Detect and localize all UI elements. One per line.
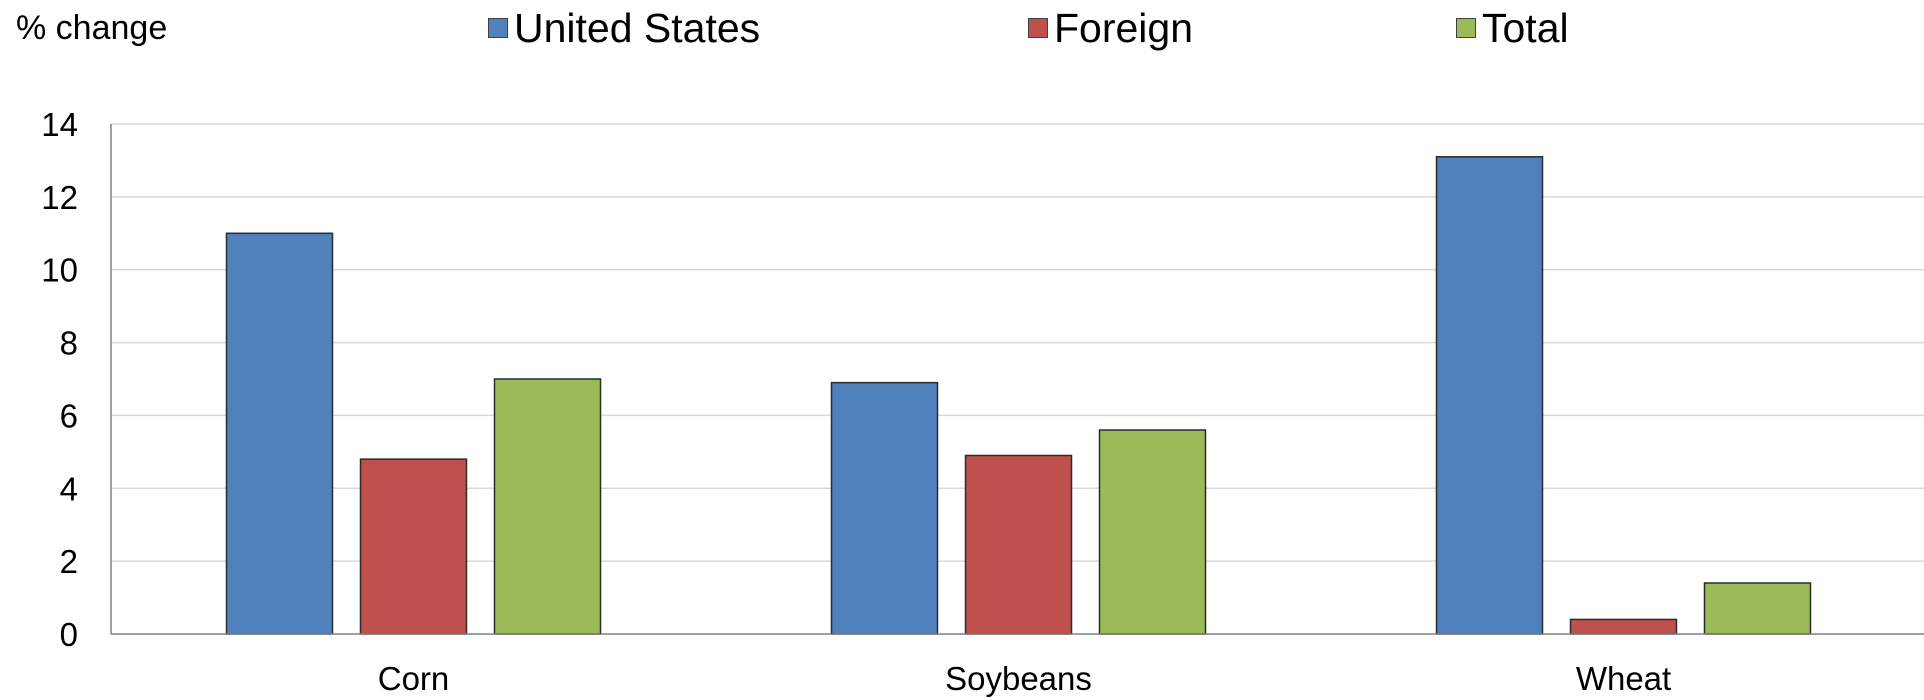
y-axis-label: % change xyxy=(16,9,168,47)
bar-wheat-foreign xyxy=(1569,618,1678,635)
axes xyxy=(110,124,1924,635)
x-tick-label-corn: Corn xyxy=(378,660,450,697)
bar-soybeans-total xyxy=(1098,429,1207,635)
y-tick-label-10: 10 xyxy=(41,252,78,289)
y-tick-label-2: 2 xyxy=(60,543,78,580)
bar-soybeans-foreign xyxy=(964,454,1073,635)
bar-wheat-total xyxy=(1703,582,1812,635)
legend-label-total: Total xyxy=(1482,5,1569,51)
legend-swatch-foreign xyxy=(1028,18,1048,38)
y-tick-label-6: 6 xyxy=(60,397,78,434)
legend-swatch-united-states xyxy=(488,18,508,38)
bar-corn-united-states xyxy=(225,232,334,635)
legend-item-united-states: United States xyxy=(488,6,760,50)
y-axis-ticks: 0 2 4 6 8 10 12 14 xyxy=(41,106,78,653)
x-tick-label-soybeans: Soybeans xyxy=(945,660,1092,697)
y-tick-label-14: 14 xyxy=(41,106,78,143)
legend-swatch-total xyxy=(1456,18,1476,38)
bar-wheat-united-states xyxy=(1435,156,1544,635)
y-tick-label-0: 0 xyxy=(60,616,78,653)
legend-item-foreign: Foreign xyxy=(1028,6,1193,50)
legend-label-united-states: United States xyxy=(514,5,761,51)
bars xyxy=(225,156,1812,635)
legend-label-foreign: Foreign xyxy=(1054,5,1194,51)
bar-corn-total xyxy=(493,378,602,635)
bar-soybeans-united-states xyxy=(830,381,939,635)
legend-item-total: Total xyxy=(1456,6,1569,50)
y-tick-label-12: 12 xyxy=(41,179,78,216)
x-tick-label-wheat: Wheat xyxy=(1576,660,1671,697)
y-tick-label-8: 8 xyxy=(60,325,78,362)
bar-corn-foreign xyxy=(359,458,468,635)
y-tick-label-4: 4 xyxy=(60,470,78,507)
x-axis-ticks: Corn Soybeans Wheat xyxy=(378,660,1671,697)
